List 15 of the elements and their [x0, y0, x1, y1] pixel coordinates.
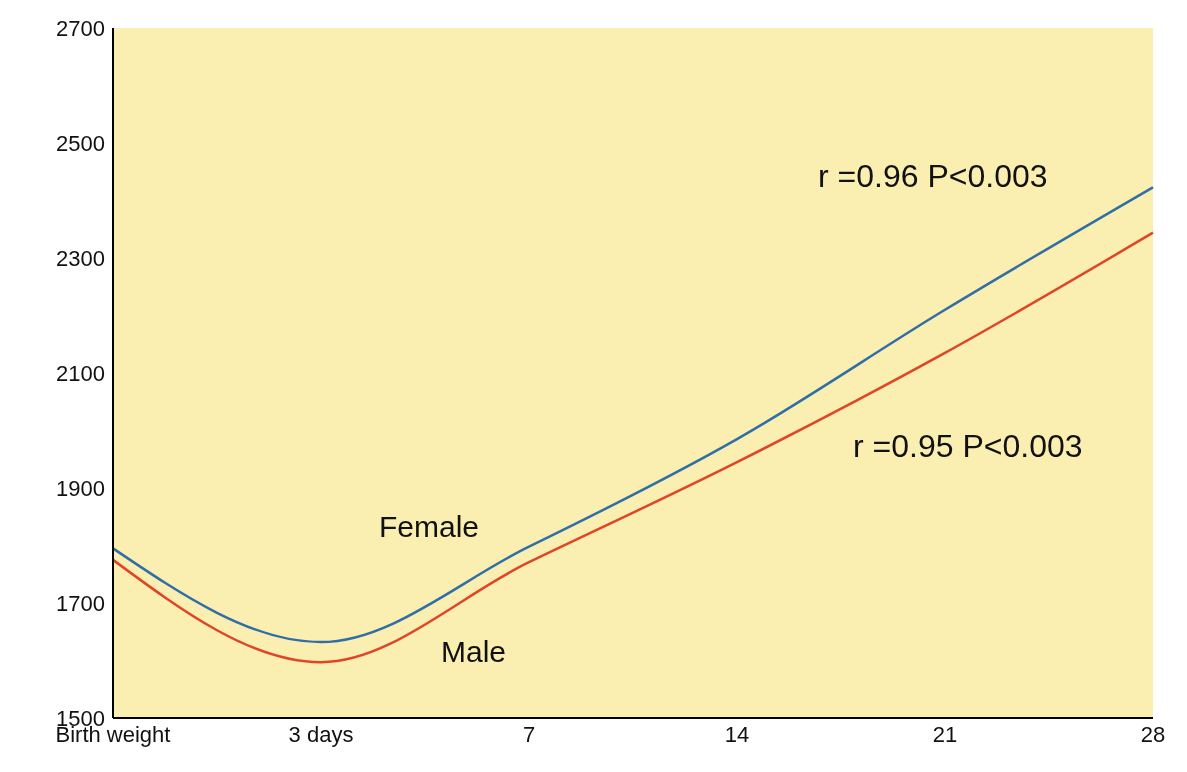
series-label: Female [379, 509, 480, 543]
y-tick-label: 2100 [56, 360, 105, 386]
y-tick-label: 1700 [56, 590, 105, 616]
x-tick-label: 3 days [288, 721, 354, 747]
y-tick-label: 2700 [56, 15, 105, 41]
x-tick-label: 28 [1140, 721, 1166, 747]
x-tick-label: 14 [724, 721, 750, 747]
x-tick-label: 7 [522, 721, 536, 747]
series-label: Male [441, 635, 507, 669]
annotation: r =0.95 P<0.003 [853, 428, 1083, 465]
x-tick-label: 21 [932, 721, 958, 747]
y-tick-label: 1900 [56, 475, 105, 501]
y-tick-label: 2500 [56, 130, 105, 156]
annotation: r =0.96 P<0.003 [818, 158, 1048, 195]
y-tick-label: 2300 [56, 245, 105, 271]
